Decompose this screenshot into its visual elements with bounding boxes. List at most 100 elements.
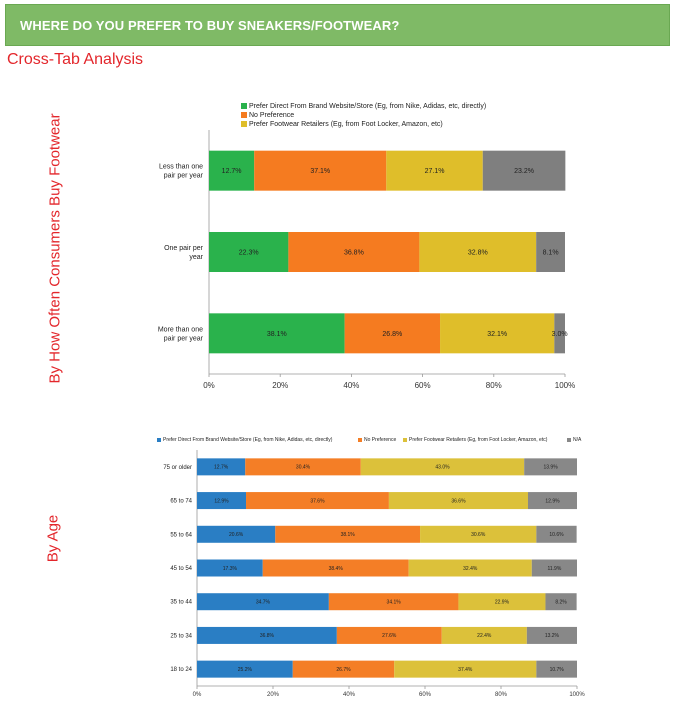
data-label: 26.7%: [336, 667, 351, 673]
category-label: 25 to 34: [170, 633, 192, 639]
x-tick-label: 20%: [267, 692, 280, 698]
bar-segment: [394, 660, 537, 678]
data-label: 30.6%: [471, 532, 486, 538]
bar-segment: [440, 313, 555, 354]
x-tick-label: 100%: [569, 692, 585, 698]
data-label: 22.9%: [495, 600, 510, 606]
data-label: 27.6%: [382, 633, 397, 639]
bar-segment: [275, 525, 421, 543]
bar-segment: [209, 313, 345, 354]
category-label: 45 to 54: [170, 566, 192, 572]
x-tick-label: 0%: [203, 381, 215, 390]
data-label: 8.2%: [555, 600, 567, 606]
bar-segment: [197, 458, 246, 476]
data-label: 43.0%: [435, 465, 450, 471]
bar-segment: [209, 232, 289, 272]
legend-label: Prefer Footwear Retailers (Eg, from Foot…: [249, 121, 443, 128]
data-label: 11.9%: [547, 566, 561, 572]
data-label: 20.6%: [229, 532, 244, 538]
bar-segment: [526, 626, 577, 644]
data-label: 25.2%: [238, 667, 253, 673]
data-label: 36.8%: [260, 633, 275, 639]
data-label: 8.1%: [543, 250, 559, 257]
bar-segment: [292, 660, 395, 678]
data-label: 38.1%: [341, 532, 356, 538]
category-label: 65 to 74: [170, 499, 192, 505]
data-label: 36.6%: [451, 498, 466, 504]
category-label: 35 to 44: [170, 600, 192, 606]
data-label: 38.4%: [329, 566, 344, 572]
bar-segment: [536, 232, 565, 272]
header-bar: WHERE DO YOU PREFER TO BUY SNEAKERS/FOOT…: [5, 4, 670, 46]
bar-segment: [197, 593, 329, 611]
x-tick-label: 40%: [343, 381, 359, 390]
data-label: 32.4%: [463, 566, 478, 572]
legend-label: No Preference: [249, 112, 294, 119]
legend-label: Prefer Footwear Retailers (Eg, from Foot…: [409, 437, 548, 443]
legend-swatch: [358, 438, 362, 442]
bar-segment: [246, 492, 389, 510]
data-label: 22.3%: [239, 250, 259, 257]
bar-segment: [386, 150, 483, 191]
data-label: 27.1%: [425, 168, 445, 175]
bar-segment: [328, 593, 459, 611]
legend-swatch: [241, 112, 247, 118]
data-label: 37.6%: [310, 498, 325, 504]
bar-segment: [527, 492, 577, 510]
data-label: 3.0%: [552, 331, 568, 338]
bar-segment: [288, 232, 420, 272]
category-label: 18 to 24: [170, 667, 192, 673]
bar-segment: [197, 525, 276, 543]
legend-swatch: [567, 438, 571, 442]
bar-segment: [536, 660, 577, 678]
data-label: 26.8%: [382, 331, 402, 338]
bar-segment: [254, 150, 387, 191]
bar-segment: [458, 593, 546, 611]
bar-segment: [209, 150, 255, 191]
bar-segment: [344, 313, 441, 354]
data-label: 37.1%: [310, 168, 330, 175]
header-title: WHERE DO YOU PREFER TO BUY SNEAKERS/FOOT…: [20, 17, 400, 33]
bar-segment: [197, 660, 293, 678]
data-label: 13.2%: [545, 633, 560, 639]
legend-swatch: [241, 103, 247, 109]
data-label: 12.9%: [214, 498, 229, 504]
bar-segment: [197, 626, 337, 644]
bar-segment: [531, 559, 577, 577]
x-tick-label: 80%: [486, 381, 502, 390]
data-label: 17.3%: [223, 566, 238, 572]
category-label: One pair per: [164, 245, 204, 252]
data-label: 12.7%: [214, 465, 229, 471]
bar-segment: [536, 525, 577, 543]
category-label: Less than one: [159, 164, 203, 171]
legend-label: N/A: [573, 437, 582, 443]
bar-segment: [245, 458, 361, 476]
data-label: 37.4%: [458, 667, 473, 673]
section-title: Cross-Tab Analysis: [7, 51, 144, 68]
data-label: 38.1%: [267, 331, 287, 338]
bar-segment: [388, 492, 528, 510]
data-label: 30.4%: [296, 465, 311, 471]
bar-segment: [545, 593, 577, 611]
x-tick-label: 60%: [419, 692, 432, 698]
data-label: 13.9%: [543, 465, 558, 471]
bar-segment: [441, 626, 527, 644]
bar-segment: [524, 458, 577, 476]
data-label: 32.8%: [468, 250, 488, 257]
data-label: 10.6%: [549, 532, 564, 538]
data-label: 10.7%: [550, 667, 565, 673]
legend-swatch: [403, 438, 407, 442]
category-label: pair per year: [164, 173, 204, 180]
data-label: 32.1%: [487, 331, 507, 338]
x-tick-label: 40%: [343, 692, 356, 698]
bar-segment: [336, 626, 442, 644]
data-label: 34.1%: [387, 600, 402, 606]
legend-label: Prefer Direct From Brand Website/Store (…: [163, 437, 333, 443]
category-label: More than one: [158, 326, 203, 333]
category-label: pair per year: [164, 335, 204, 342]
bar-segment: [197, 492, 247, 510]
x-tick-label: 20%: [272, 381, 288, 390]
x-tick-label: 60%: [415, 381, 431, 390]
